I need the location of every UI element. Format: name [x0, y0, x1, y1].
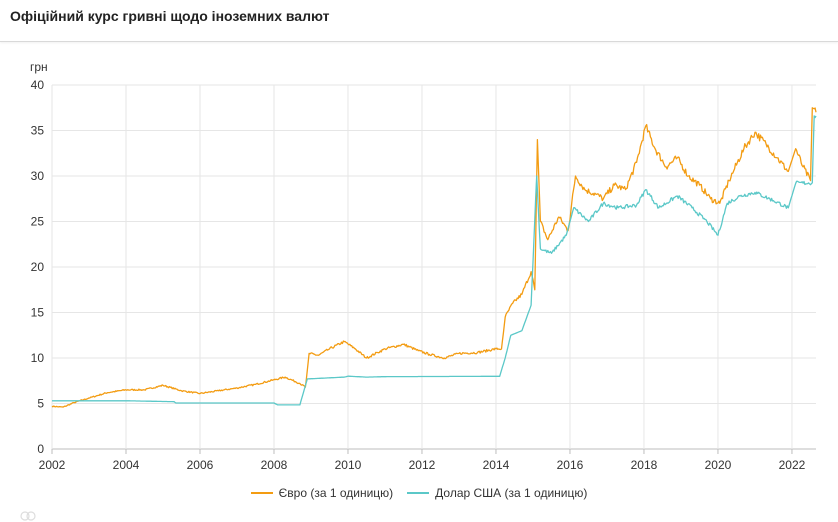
y-axis-unit-label: грн — [30, 60, 48, 74]
y-tick-label: 30 — [31, 169, 45, 183]
legend: Євро (за 1 одиницю) Долар США (за 1 один… — [0, 486, 838, 500]
x-tick-label: 2022 — [779, 458, 806, 472]
title-bar: Офіційний курс гривні щодо іноземних вал… — [0, 0, 838, 42]
x-tick-label: 2018 — [631, 458, 658, 472]
y-tick-label: 0 — [37, 442, 44, 456]
x-tick-label: 2008 — [261, 458, 288, 472]
x-tick-label: 2016 — [557, 458, 584, 472]
x-tick-label: 2020 — [705, 458, 732, 472]
y-tick-label: 5 — [37, 397, 44, 411]
legend-swatch-usd — [407, 492, 430, 494]
y-tick-labels: 0 5 10 15 20 25 30 35 40 — [31, 78, 45, 456]
y-tick-label: 35 — [31, 124, 45, 138]
watermark-icon — [20, 511, 36, 521]
y-tick-label: 40 — [31, 78, 45, 92]
chart-title: Офіційний курс гривні щодо іноземних вал… — [10, 8, 330, 24]
y-tick-label: 25 — [31, 215, 45, 229]
grid-lines — [51, 84, 816, 454]
x-tick-label: 2010 — [335, 458, 362, 472]
exchange-rate-chart: грн 0 5 10 15 20 25 30 35 40 2002 2004 2006 2008 201… — [30, 60, 817, 472]
x-tick-label: 2006 — [187, 458, 214, 472]
series-line-euro — [51, 107, 817, 408]
y-tick-label: 10 — [31, 351, 45, 365]
legend-item-euro[interactable]: Євро (за 1 одиницю) — [250, 486, 394, 500]
x-tick-label: 2004 — [113, 458, 140, 472]
x-tick-labels: 2002 2004 2006 2008 2010 2012 2014 2016 2018 2020… — [39, 458, 806, 472]
legend-item-usd[interactable]: Долар США (за 1 одиницю) — [407, 486, 587, 500]
series-lines — [51, 107, 817, 408]
y-tick-label: 20 — [31, 260, 45, 274]
legend-label-euro: Євро (за 1 одиницю) — [278, 486, 394, 500]
x-tick-label: 2002 — [39, 458, 66, 472]
series-line-usd — [52, 115, 817, 406]
y-tick-label: 15 — [31, 306, 45, 320]
legend-label-usd: Долар США (за 1 одиницю) — [435, 486, 588, 500]
x-tick-label: 2014 — [483, 458, 510, 472]
x-tick-label: 2012 — [409, 458, 436, 472]
legend-swatch-euro — [250, 492, 273, 494]
